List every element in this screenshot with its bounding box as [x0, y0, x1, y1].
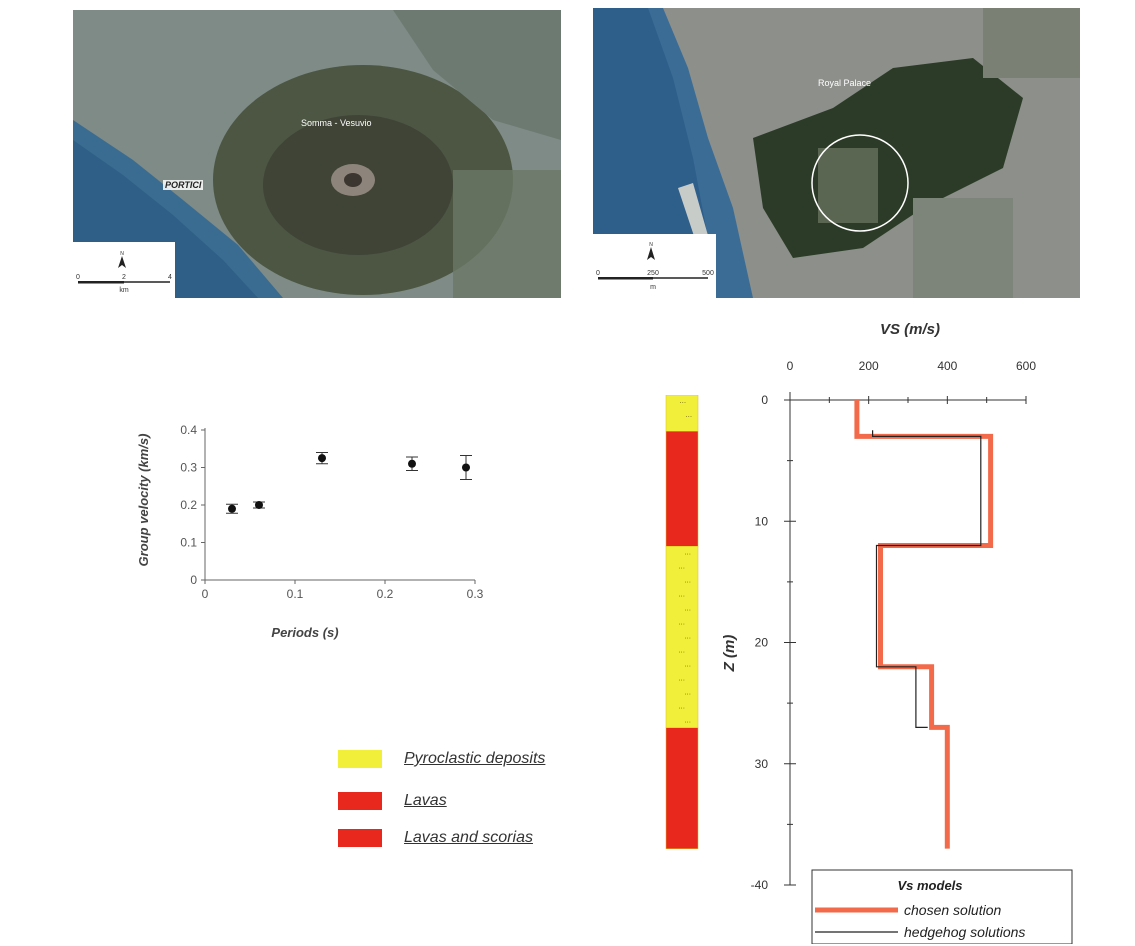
- legend-swatch-red: [338, 792, 382, 810]
- vs-y-tick-label: 30: [755, 757, 769, 771]
- pyroclastic-texture: ...: [684, 687, 691, 696]
- data-point: [318, 454, 326, 463]
- legend-label-chosen: chosen solution: [904, 902, 1002, 918]
- vs-x-tick-label: 200: [859, 359, 879, 373]
- series-hedgehog-solutions: [872, 430, 982, 728]
- vs-chart-title: VS (m/s): [880, 321, 940, 338]
- y-tick-label: 0.4: [180, 423, 197, 437]
- legend-label: Lavas and scorias: [404, 829, 533, 846]
- pyroclastic-texture: ...: [678, 561, 685, 570]
- y-tick-label: 0.1: [180, 536, 197, 550]
- vs-axes: 0 200 400 600 0 10 20 30 -40: [751, 359, 1037, 892]
- site-highlight-circle: [811, 134, 909, 232]
- scale-bar-m: N 0 250 500 m: [593, 234, 716, 298]
- data-point: [255, 501, 263, 509]
- x-tick-label: 0.1: [287, 587, 304, 601]
- strat-layer-lavas_scorias: [665, 727, 699, 849]
- legend-swatch-red: [338, 829, 382, 847]
- vs-y-tick-label: 20: [755, 636, 769, 650]
- dispersion-curve-chart: 0 0.1 0.2 0.3 0 0.1 0.2 0.3 0.4 Periods (s) Grou…: [136, 423, 484, 640]
- scale-bar-km: N 0 2 4 km: [73, 242, 175, 298]
- scale-tick: 2: [122, 274, 126, 281]
- pyroclastic-texture: ...: [678, 617, 685, 626]
- y-axis-label: Group velocity (km/s): [136, 434, 151, 567]
- vs-x-tick-label: 0: [787, 359, 794, 373]
- map-label-town: PORTICI: [163, 180, 204, 190]
- x-tick-label: 0.3: [467, 587, 484, 601]
- pyroclastic-texture: ...: [684, 603, 691, 612]
- vs-y-tick-label: 0: [761, 393, 768, 407]
- pyroclastic-texture: ...: [678, 589, 685, 598]
- pyroclastic-texture: ...: [678, 645, 685, 654]
- scale-tick: 4: [168, 274, 172, 281]
- vs-y-tick-label: -40: [751, 878, 769, 892]
- aerial-photo-royal-palace: [593, 8, 1080, 298]
- scale-tick: 0: [596, 270, 600, 277]
- legend-swatch-yellow: [338, 750, 382, 768]
- pyroclastic-texture: ...: [679, 396, 686, 405]
- x-axis-label: Periods (s): [271, 625, 338, 640]
- north-label: N: [120, 251, 124, 257]
- x-tick-label: 0.2: [377, 587, 394, 601]
- pyroclastic-texture: ...: [678, 701, 685, 710]
- vs-y-tick-label: 10: [755, 514, 769, 528]
- vs-profile-chart: VS (m/s) 0 200 400 600 0 10 20 30 -40 Z (m) Vs m…: [721, 321, 1073, 944]
- vs-x-tick-label: 400: [937, 359, 957, 373]
- strat-layer-pyroclastic: [665, 546, 699, 728]
- pyroclastic-texture: ...: [684, 659, 691, 668]
- data-point: [228, 504, 236, 513]
- legend-title: Vs models: [897, 878, 962, 893]
- scale-tick: 250: [647, 270, 659, 277]
- pyroclastic-texture: ...: [685, 410, 692, 419]
- scale-unit: m: [650, 284, 656, 291]
- north-arrow-icon: [118, 256, 126, 268]
- vs-lines: [854, 400, 994, 849]
- data-point: [408, 459, 416, 468]
- pyroclastic-texture: ...: [684, 631, 691, 640]
- scale-bar-graphic: N 0 2 4 km: [76, 251, 172, 294]
- scale-unit: km: [119, 287, 129, 294]
- legend-label: Lavas: [404, 792, 447, 809]
- strat-layer-pyroclastic: [665, 395, 699, 432]
- pyroclastic-texture: ...: [684, 715, 691, 724]
- scale-bar-graphic: N 0 250 500 m: [596, 242, 714, 291]
- north-label: N: [649, 242, 653, 248]
- legend-item-lavas: Lavas: [338, 792, 447, 810]
- legend-item-pyroclastic: Pyroclastic deposits: [338, 750, 545, 768]
- map-label-palace: Royal Palace: [818, 78, 872, 88]
- vs-y-axis-label: Z (m): [721, 635, 738, 673]
- dispersion-points: [226, 452, 472, 514]
- legend-label-hedgehog: hedgehog solutions: [904, 924, 1025, 940]
- north-arrow-icon: [647, 247, 655, 260]
- stratigraphic-column: ........................................…: [665, 395, 699, 849]
- data-point: [462, 463, 470, 472]
- map-label-volcano: Somma - Vesuvio: [301, 118, 372, 128]
- scale-tick: 0: [76, 274, 80, 281]
- strat-layer-lavas: [665, 431, 699, 547]
- y-tick-label: 0: [190, 573, 197, 587]
- vs-legend: Vs models chosen solution hedgehog solut…: [811, 869, 1073, 944]
- aerial-map-vesuvius: Somma - Vesuvio PORTICI N 0 2 4 km: [73, 10, 561, 298]
- x-tick-label: 0: [202, 587, 209, 601]
- dispersion-axes: 0 0.1 0.2 0.3 0 0.1 0.2 0.3 0.4: [180, 423, 483, 601]
- y-tick-label: 0.2: [180, 498, 197, 512]
- pyroclastic-texture: ...: [678, 673, 685, 682]
- legend-label: Pyroclastic deposits: [404, 750, 546, 767]
- pyroclastic-texture: ...: [684, 547, 691, 556]
- pyroclastic-texture: ...: [684, 575, 691, 584]
- aerial-map-royal-palace: Royal Palace N 0 250 500 m: [593, 8, 1080, 298]
- scale-tick: 500: [702, 270, 714, 277]
- y-tick-label: 0.3: [180, 461, 197, 475]
- strat-layers: ........................................…: [665, 395, 699, 849]
- legend-item-lavas-scorias: Lavas and scorias: [338, 829, 533, 847]
- vs-x-tick-label: 600: [1016, 359, 1036, 373]
